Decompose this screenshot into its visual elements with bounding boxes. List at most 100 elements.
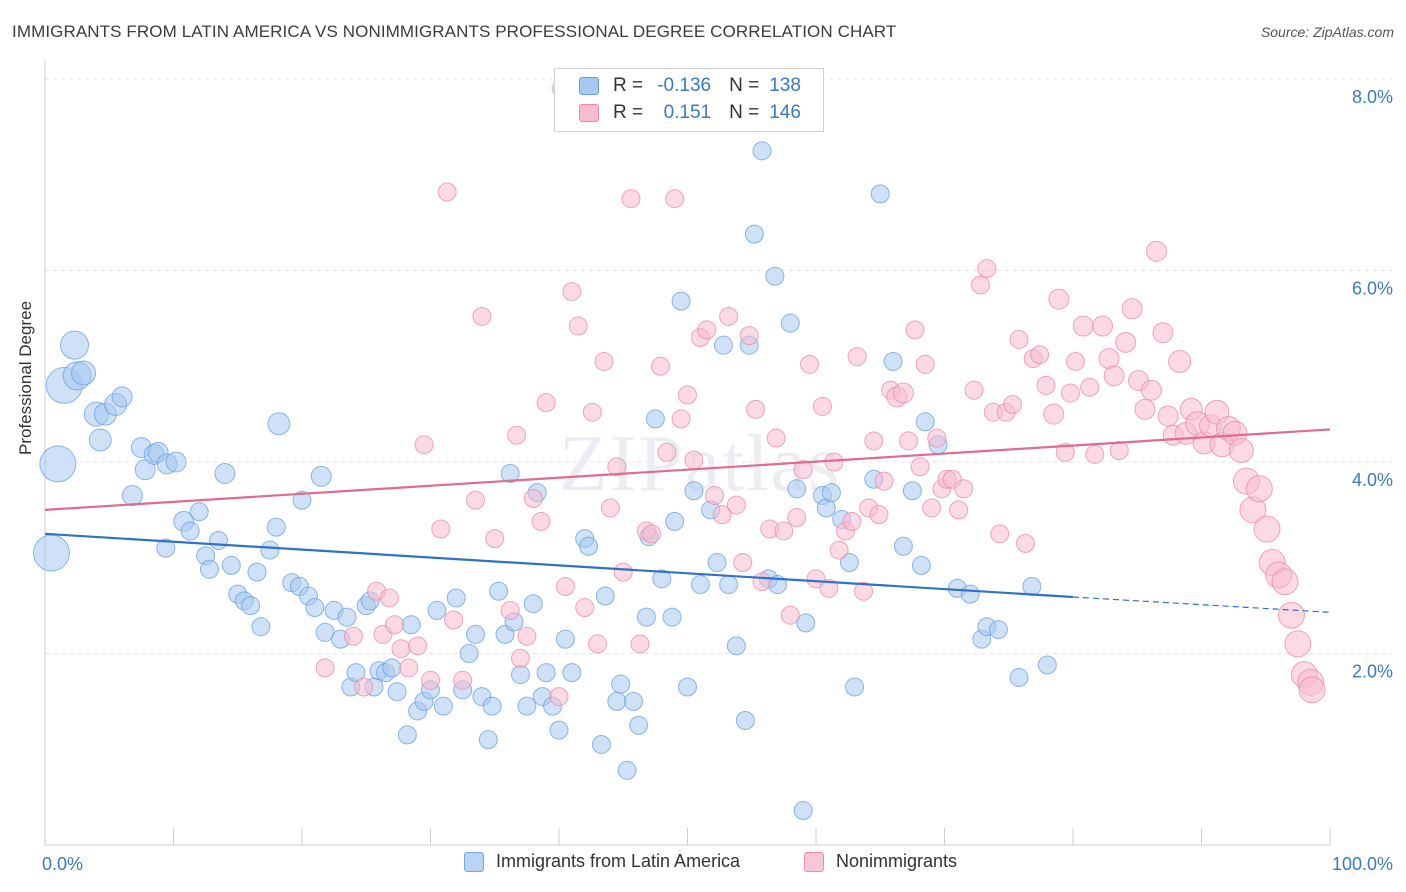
data-point xyxy=(507,425,527,445)
data-point xyxy=(39,445,77,483)
data-point xyxy=(208,531,228,551)
data-point xyxy=(1015,533,1035,553)
data-point xyxy=(437,182,457,202)
data-point xyxy=(500,600,520,620)
data-point xyxy=(869,505,889,525)
data-point xyxy=(842,511,862,531)
legend-swatch-immigrants xyxy=(579,77,599,95)
data-point xyxy=(241,596,261,616)
data-point xyxy=(1271,568,1299,596)
data-point xyxy=(922,498,942,518)
data-point xyxy=(1277,601,1305,629)
data-point xyxy=(221,555,241,575)
source-label: Source: ZipAtlas.com xyxy=(1260,24,1394,40)
data-point xyxy=(32,534,70,572)
data-point xyxy=(774,521,794,541)
x-tick-label: 100.0% xyxy=(1332,854,1393,874)
data-point xyxy=(744,224,764,244)
data-point xyxy=(214,462,236,484)
data-point xyxy=(642,524,662,544)
legend-item-nonimmigrants[interactable]: Nonimmigrants xyxy=(804,851,957,872)
data-point xyxy=(839,553,859,573)
data-point xyxy=(88,428,112,452)
data-point xyxy=(766,428,786,448)
trend-line-immigrants-extension xyxy=(1072,596,1331,613)
data-point xyxy=(379,588,399,608)
data-point xyxy=(1085,444,1105,464)
data-point xyxy=(600,498,620,518)
data-point xyxy=(510,648,530,668)
data-point xyxy=(613,562,633,582)
data-point xyxy=(1298,676,1326,704)
data-point xyxy=(793,801,813,821)
data-point xyxy=(684,450,704,470)
legend-n-value: 146 xyxy=(769,102,801,123)
data-point xyxy=(579,536,599,556)
data-point xyxy=(485,529,505,549)
data-point xyxy=(1146,240,1168,262)
data-point xyxy=(549,687,569,707)
legend-n-label: N = xyxy=(729,75,760,96)
data-point xyxy=(523,594,543,614)
data-point xyxy=(796,613,816,633)
data-point xyxy=(111,386,133,408)
grid-lines xyxy=(45,78,1392,654)
data-point xyxy=(1245,475,1273,503)
data-point xyxy=(478,730,498,750)
y-axis-label: Professional Degree xyxy=(16,300,35,455)
data-point xyxy=(1157,405,1179,427)
data-point xyxy=(1168,349,1192,373)
data-point xyxy=(970,275,990,295)
x-tick-label: 0.0% xyxy=(42,854,83,874)
trend-line-nonimmigrants xyxy=(44,428,1331,511)
data-point xyxy=(713,335,733,355)
legend-row-nonimmigrants: R = 0.151 N = 146 xyxy=(555,100,801,126)
data-point xyxy=(624,691,644,711)
data-point xyxy=(645,409,665,429)
data-point xyxy=(719,306,739,326)
data-point xyxy=(562,282,582,302)
data-point xyxy=(1060,383,1080,403)
data-point xyxy=(671,291,691,311)
series-legend: Immigrants from Latin America Nonimmigra… xyxy=(0,851,1406,877)
data-point xyxy=(1066,351,1086,371)
y-tick-label: 4.0% xyxy=(1352,470,1393,490)
data-point xyxy=(382,658,402,678)
data-point xyxy=(739,326,759,346)
data-point xyxy=(665,189,685,209)
data-point xyxy=(1009,329,1029,349)
data-point xyxy=(199,559,219,579)
data-point xyxy=(915,354,935,374)
data-point xyxy=(1080,377,1100,397)
data-point xyxy=(806,569,826,589)
data-point xyxy=(391,639,411,659)
data-point xyxy=(1009,667,1029,687)
data-point xyxy=(247,562,267,582)
data-point xyxy=(819,578,839,598)
legend-item-immigrants[interactable]: Immigrants from Latin America xyxy=(464,851,740,872)
data-point xyxy=(482,696,502,716)
legend-swatch-immigrants xyxy=(464,851,484,872)
data-point xyxy=(523,488,543,508)
data-point xyxy=(121,485,143,507)
data-point xyxy=(607,691,627,711)
data-point xyxy=(1121,298,1143,320)
data-point xyxy=(536,663,556,683)
legend-r-label: R = xyxy=(613,75,644,96)
data-point xyxy=(459,644,479,663)
data-point xyxy=(899,431,919,451)
data-point xyxy=(752,572,772,592)
data-point xyxy=(780,313,800,333)
correlation-legend: R = -0.136 N = 138 R = 0.151 N = 146 xyxy=(554,68,824,132)
legend-r-label: R = xyxy=(613,102,644,123)
data-point xyxy=(1140,379,1162,401)
data-point xyxy=(793,460,813,480)
data-point xyxy=(444,610,464,630)
data-point xyxy=(343,626,363,646)
data-point xyxy=(536,393,556,413)
data-point xyxy=(892,382,914,404)
data-point xyxy=(431,519,451,539)
data-point xyxy=(651,356,671,376)
legend-n-value: 138 xyxy=(769,75,801,96)
